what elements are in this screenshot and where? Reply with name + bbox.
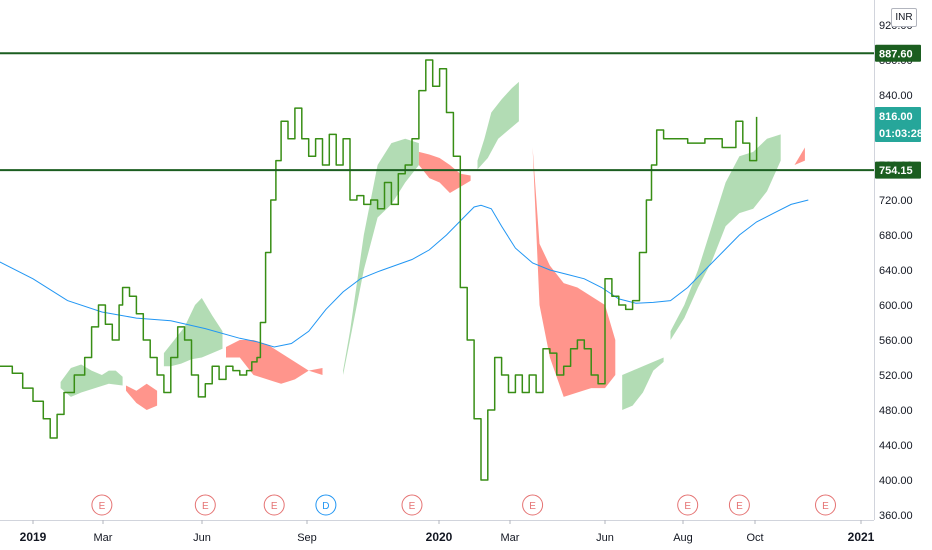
level-high-tag-bg (875, 44, 921, 62)
cloud-bullish-area (60, 364, 123, 397)
earnings-marker[interactable]: E (194, 494, 216, 516)
y-tick-label: 680.00 (879, 230, 913, 242)
y-tick-label: 520.00 (879, 370, 913, 382)
last-price-tag-bg (875, 107, 921, 142)
cloud-bullish-area (670, 134, 781, 340)
cloud-bullish-area (477, 81, 519, 170)
event-marker-label: D (322, 501, 329, 512)
y-tick-label: 480.00 (879, 405, 913, 417)
earnings-marker[interactable]: E (815, 494, 836, 516)
event-marker-circle (263, 494, 285, 516)
earnings-marker[interactable]: E (401, 494, 423, 516)
level-high-tag: 887.60 (879, 48, 913, 60)
level-low-tag: 754.15 (879, 165, 913, 177)
event-marker-circle (677, 494, 699, 516)
y-tick-label: 840.00 (879, 90, 913, 102)
y-tick-label: 600.00 (879, 300, 913, 312)
event-marker-circle (315, 494, 337, 516)
moving-average-path (0, 199, 809, 348)
event-marker-label: E (529, 501, 536, 512)
dividend-marker[interactable]: D (315, 494, 337, 516)
event-marker-label: E (684, 501, 691, 512)
earnings-marker[interactable]: E (263, 494, 285, 516)
y-tick-label: 360.00 (879, 510, 913, 522)
event-marker-label: E (271, 501, 278, 512)
x-tick-label: 2021 (848, 530, 875, 544)
price-path (0, 59, 758, 481)
event-marker-label: E (736, 501, 743, 512)
x-tick-label: Mar (94, 532, 113, 544)
event-marker-circle (728, 494, 750, 516)
x-tick-label: Jun (596, 532, 614, 544)
cloud-bearish-area (794, 147, 805, 165)
earnings-marker[interactable]: E (728, 494, 750, 516)
price-tags: 887.60 754.15 816.00 01:03:28 (875, 44, 923, 179)
price-axis[interactable]: 920.00880.00840.00800.00760.00720.00680.… (879, 20, 913, 522)
event-marker-circle (815, 494, 836, 516)
y-tick-label: 440.00 (879, 440, 913, 452)
ichimoku-cloud (60, 81, 805, 410)
event-marker-label: E (409, 501, 416, 512)
event-marker-circle (194, 494, 216, 516)
earnings-marker[interactable]: E (522, 494, 544, 516)
y-tick-label: 400.00 (879, 475, 913, 487)
x-tick-label: Mar (501, 532, 520, 544)
event-marker-circle (401, 494, 423, 516)
cloud-bullish-area (343, 138, 419, 375)
cloud-bearish-area (532, 147, 616, 397)
price-line (0, 59, 758, 481)
x-tick-label: Jun (193, 532, 211, 544)
cloud-bullish-area (622, 357, 664, 410)
event-marker-label: E (202, 501, 209, 512)
event-marker-label: E (99, 501, 106, 512)
x-tick-label: 2020 (426, 530, 453, 544)
y-tick-label: 720.00 (879, 195, 913, 207)
event-marker-label: E (822, 501, 829, 512)
level-low-tag-bg (875, 161, 921, 179)
cloud-bearish-area (418, 151, 471, 193)
horizontal-levels[interactable] (0, 52, 874, 172)
currency-badge[interactable]: INR (891, 8, 917, 27)
cloud-bullish-area (163, 298, 223, 367)
countdown-timer: 01:03:28 (879, 128, 923, 140)
y-tick-label: 640.00 (879, 265, 913, 277)
last-price-tag: 816.00 (879, 111, 913, 123)
time-axis[interactable]: 2019 Mar Jun Sep 2020 Mar Jun Aug Oct 2021 (20, 520, 875, 544)
x-tick-label: 2019 (20, 530, 47, 544)
x-tick-label: Aug (673, 532, 693, 544)
x-tick-label: Sep (297, 532, 317, 544)
x-tick-label: Oct (746, 532, 763, 544)
event-marker-circle (522, 494, 544, 516)
earnings-marker[interactable]: E (91, 494, 113, 516)
earnings-marker[interactable]: E (677, 494, 699, 516)
moving-average-line (0, 199, 809, 348)
y-tick-label: 560.00 (879, 335, 913, 347)
cloud-bearish-area (126, 383, 158, 410)
cloud-bearish-area (226, 340, 323, 384)
event-marker-circle (91, 494, 113, 516)
